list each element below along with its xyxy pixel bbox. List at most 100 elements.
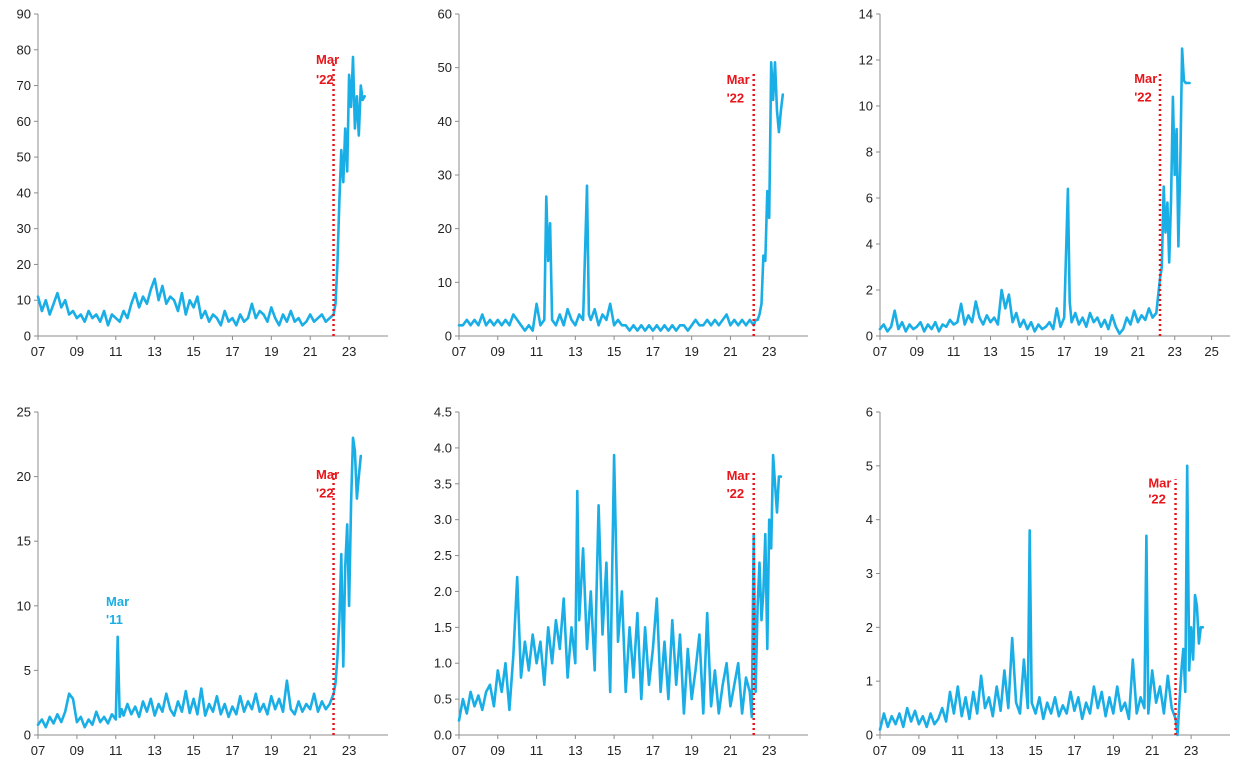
y-tick-label-2: 60 bbox=[438, 7, 452, 22]
chart-panel-2: 0 10 20 30 40 50 60 07 09 11 13 15 17 19 21 23 Mar '22 bbox=[438, 7, 808, 359]
x-tick-label-4: 17 bbox=[225, 743, 239, 758]
x-tick-label-6: 15 bbox=[1028, 743, 1042, 758]
y-tick-label-3: 4 bbox=[866, 237, 873, 252]
series-line-3 bbox=[878, 47, 1191, 336]
x-tick-label-3: 11 bbox=[947, 344, 961, 359]
chart-panel-5: 0.0 0.5 1.0 1.5 2.0 2.5 3.0 3.5 4.0 4.5 07 09 11 13 15… bbox=[434, 405, 808, 758]
y-tick-label-3: 0 bbox=[866, 329, 873, 344]
x-tick-label-5: 07 bbox=[452, 743, 466, 758]
marker-label-6: Mar bbox=[1148, 475, 1171, 490]
y-tick-label-5: 2.0 bbox=[434, 584, 452, 599]
annotation-label-4: Mar bbox=[106, 594, 129, 609]
marker-label-3: '22 bbox=[1134, 89, 1152, 104]
y-tick-label-5: 1.0 bbox=[434, 656, 452, 671]
x-tick-label-5: 17 bbox=[646, 743, 660, 758]
y-tick-label-4: 10 bbox=[17, 598, 31, 613]
x-tick-label-4: 21 bbox=[303, 743, 317, 758]
y-tick-label-6: 4 bbox=[866, 512, 873, 527]
chart-panel-4: 0 5 10 15 20 25 07 09 11 13 15 17 19 21 23 Mar '22 Mar '11 bbox=[17, 405, 388, 758]
y-tick-label-2: 30 bbox=[438, 168, 452, 183]
marker-label-1: Mar bbox=[316, 52, 339, 67]
marker-label-4: Mar bbox=[316, 467, 339, 482]
y-tick-label-4: 20 bbox=[17, 469, 31, 484]
x-tick-label-4: 07 bbox=[31, 743, 45, 758]
series-line-4 bbox=[36, 436, 363, 729]
x-tick-label-4: 23 bbox=[342, 743, 356, 758]
x-tick-label-2: 23 bbox=[762, 344, 776, 359]
x-tick-label-3: 09 bbox=[910, 344, 924, 359]
y-tick-label-3: 14 bbox=[859, 7, 873, 22]
x-tick-label-1: 09 bbox=[70, 344, 84, 359]
y-tick-label-1: 10 bbox=[17, 293, 31, 308]
y-tick-label-3: 10 bbox=[859, 99, 873, 114]
y-tick-label-6: 2 bbox=[866, 620, 873, 635]
x-tick-label-5: 11 bbox=[530, 743, 544, 758]
x-tick-label-6: 09 bbox=[912, 743, 926, 758]
y-tick-label-1: 20 bbox=[17, 257, 31, 272]
x-tick-label-2: 13 bbox=[568, 344, 582, 359]
y-tick-label-4: 15 bbox=[17, 534, 31, 549]
y-tick-label-1: 50 bbox=[17, 150, 31, 165]
marker-label-5: Mar bbox=[727, 468, 750, 483]
x-tick-label-6: 21 bbox=[1145, 743, 1159, 758]
y-tick-label-2: 50 bbox=[438, 60, 452, 75]
series-line-2 bbox=[457, 60, 785, 332]
y-tick-label-5: 1.5 bbox=[434, 620, 452, 635]
y-tick-label-1: 30 bbox=[17, 221, 31, 236]
x-tick-label-1: 15 bbox=[186, 344, 200, 359]
marker-label-2: Mar bbox=[727, 72, 750, 87]
annotation-label-4: '11 bbox=[106, 612, 123, 627]
x-tick-label-3: 21 bbox=[1131, 344, 1145, 359]
x-tick-label-2: 17 bbox=[646, 344, 660, 359]
marker-label-3: Mar bbox=[1134, 71, 1157, 86]
x-tick-label-6: 07 bbox=[873, 743, 887, 758]
x-tick-label-6: 13 bbox=[989, 743, 1003, 758]
y-tick-label-4: 0 bbox=[24, 728, 31, 743]
y-tick-label-1: 90 bbox=[17, 7, 31, 22]
x-tick-label-5: 09 bbox=[491, 743, 505, 758]
x-tick-label-1: 11 bbox=[109, 344, 123, 359]
y-tick-label-2: 40 bbox=[438, 114, 452, 129]
series-line-1 bbox=[36, 55, 367, 327]
y-tick-label-4: 25 bbox=[17, 405, 31, 420]
x-tick-label-2: 07 bbox=[452, 344, 466, 359]
y-tick-label-6: 6 bbox=[866, 405, 873, 420]
y-tick-label-5: 2.5 bbox=[434, 548, 452, 563]
x-tick-label-5: 21 bbox=[723, 743, 737, 758]
x-tick-label-3: 23 bbox=[1168, 344, 1182, 359]
x-tick-label-5: 23 bbox=[762, 743, 776, 758]
x-tick-label-2: 19 bbox=[684, 344, 698, 359]
y-tick-label-4: 5 bbox=[24, 663, 31, 678]
y-tick-label-6: 1 bbox=[866, 674, 873, 689]
x-tick-label-1: 19 bbox=[264, 344, 278, 359]
x-tick-label-4: 15 bbox=[186, 743, 200, 758]
chart-panel-1: 0 10 20 30 40 50 60 70 80 90 07 09 11 13 15 17 19 21 23 Mar… bbox=[17, 7, 388, 359]
marker-label-1: '22 bbox=[316, 72, 334, 87]
x-tick-label-6: 11 bbox=[951, 743, 965, 758]
y-tick-label-5: 4.0 bbox=[434, 440, 452, 455]
y-tick-label-1: 0 bbox=[24, 329, 31, 344]
x-tick-label-1: 13 bbox=[147, 344, 161, 359]
y-tick-label-2: 0 bbox=[445, 329, 452, 344]
x-tick-label-1: 07 bbox=[31, 344, 45, 359]
y-tick-label-5: 0.0 bbox=[434, 728, 452, 743]
y-tick-label-6: 5 bbox=[866, 458, 873, 473]
x-tick-label-4: 13 bbox=[147, 743, 161, 758]
x-tick-label-6: 19 bbox=[1106, 743, 1120, 758]
x-tick-label-4: 19 bbox=[264, 743, 278, 758]
x-tick-label-1: 17 bbox=[225, 344, 239, 359]
x-tick-label-4: 09 bbox=[70, 743, 84, 758]
x-tick-label-2: 09 bbox=[491, 344, 505, 359]
y-tick-label-3: 12 bbox=[859, 53, 873, 68]
y-tick-label-2: 10 bbox=[438, 275, 452, 290]
marker-label-2: '22 bbox=[727, 91, 745, 106]
y-tick-label-2: 20 bbox=[438, 221, 452, 236]
series-line-5 bbox=[457, 453, 783, 722]
x-tick-label-2: 15 bbox=[607, 344, 621, 359]
series-line-6 bbox=[878, 464, 1205, 737]
x-tick-label-3: 19 bbox=[1094, 344, 1108, 359]
x-tick-label-1: 21 bbox=[303, 344, 317, 359]
y-tick-label-3: 2 bbox=[866, 283, 873, 298]
